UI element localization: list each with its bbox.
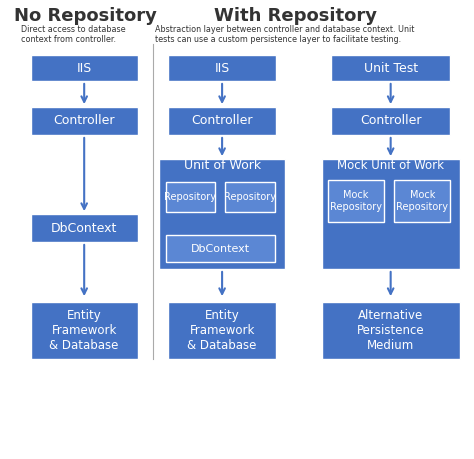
FancyBboxPatch shape <box>30 214 138 242</box>
Text: DbContext: DbContext <box>191 244 250 253</box>
Text: Entity
Framework
& Database: Entity Framework & Database <box>187 309 257 352</box>
Text: Unit of Work: Unit of Work <box>183 159 261 172</box>
Text: Controller: Controller <box>54 114 115 128</box>
Text: IIS: IIS <box>77 62 92 74</box>
Text: Controller: Controller <box>191 114 253 128</box>
Text: DbContext: DbContext <box>51 222 118 235</box>
FancyBboxPatch shape <box>168 302 276 359</box>
FancyBboxPatch shape <box>225 182 275 212</box>
FancyBboxPatch shape <box>328 180 384 222</box>
FancyBboxPatch shape <box>168 55 276 81</box>
Text: Mock Unit of Work: Mock Unit of Work <box>337 159 444 172</box>
FancyBboxPatch shape <box>322 302 460 359</box>
Text: IIS: IIS <box>214 62 230 74</box>
Text: Repository: Repository <box>224 192 276 202</box>
FancyBboxPatch shape <box>331 55 450 81</box>
FancyBboxPatch shape <box>331 107 450 135</box>
Text: Controller: Controller <box>360 114 421 128</box>
Text: Direct access to database
context from controller.: Direct access to database context from c… <box>21 25 126 45</box>
FancyBboxPatch shape <box>168 107 276 135</box>
FancyBboxPatch shape <box>30 302 138 359</box>
FancyBboxPatch shape <box>165 235 275 262</box>
Text: Entity
Framework
& Database: Entity Framework & Database <box>49 309 119 352</box>
Text: Abstraction layer between controller and database context. Unit
tests can use a : Abstraction layer between controller and… <box>155 25 414 45</box>
Text: No Repository: No Repository <box>14 7 156 25</box>
FancyBboxPatch shape <box>394 180 450 222</box>
Text: Mock
Repository: Mock Repository <box>330 190 382 212</box>
FancyBboxPatch shape <box>30 55 138 81</box>
FancyBboxPatch shape <box>322 159 460 269</box>
FancyBboxPatch shape <box>159 159 285 269</box>
FancyBboxPatch shape <box>165 182 215 212</box>
FancyBboxPatch shape <box>30 107 138 135</box>
Text: Unit Test: Unit Test <box>364 62 418 74</box>
Text: Repository: Repository <box>164 192 217 202</box>
Text: Mock
Repository: Mock Repository <box>396 190 448 212</box>
Text: Alternative
Persistence
Medium: Alternative Persistence Medium <box>357 309 425 352</box>
Text: With Repository: With Repository <box>214 7 377 25</box>
